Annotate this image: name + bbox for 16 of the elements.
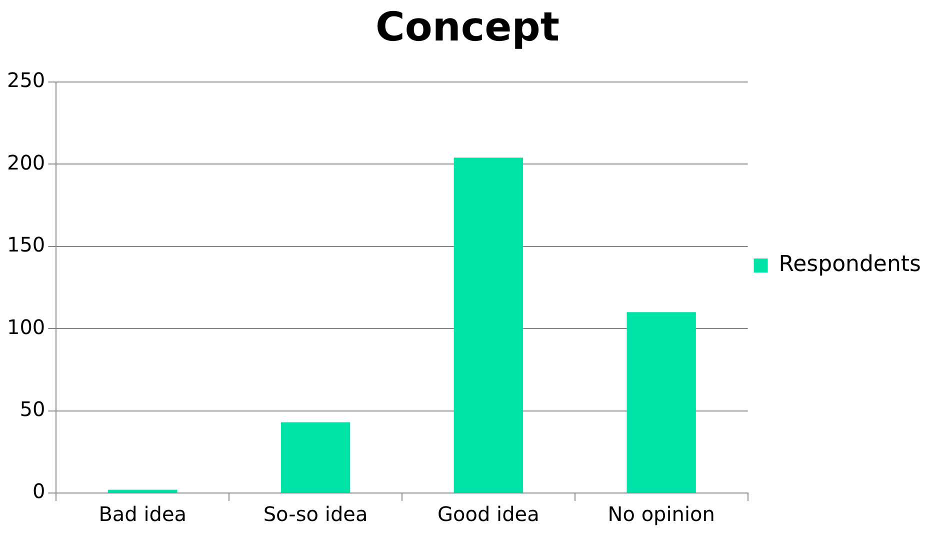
y-tick-label: 150: [6, 232, 46, 257]
chart-title: Concept: [376, 4, 560, 50]
y-tick-label: 250: [6, 68, 46, 92]
y-tick-label: 0: [32, 479, 46, 504]
x-tick-label: So-so idea: [263, 502, 368, 526]
legend-label: Respondents: [778, 252, 922, 278]
bar: [280, 422, 350, 492]
bar: [108, 490, 178, 492]
y-tick-label: 200: [6, 150, 46, 174]
x-tick-label: Good idea: [438, 502, 540, 526]
y-tick-label: 50: [20, 397, 46, 422]
bar: [626, 312, 696, 492]
x-tick-label: No opinion: [608, 502, 715, 526]
y-tick-label: 100: [6, 314, 46, 339]
bar: [454, 158, 524, 492]
x-tick-label: Bad idea: [98, 502, 187, 526]
